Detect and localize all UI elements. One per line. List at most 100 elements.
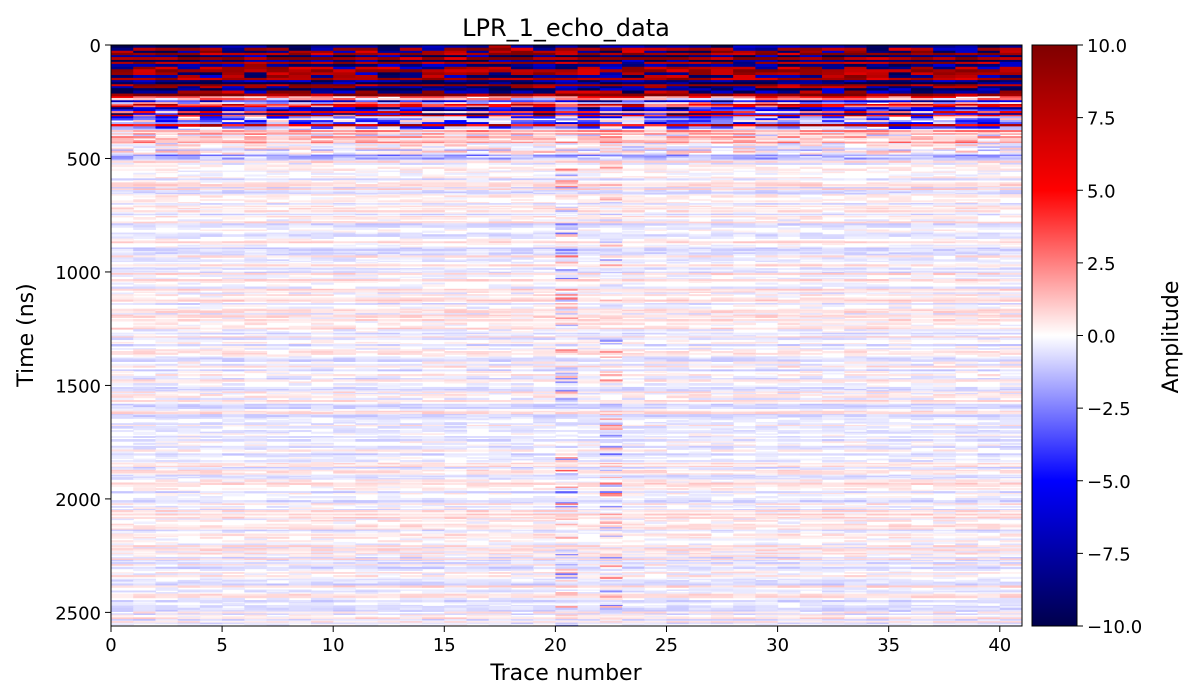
heatmap-cell — [910, 177, 934, 179]
heatmap-cell — [577, 69, 601, 73]
heatmap-cell — [977, 124, 1001, 127]
heatmap-cell — [688, 260, 712, 263]
heatmap-cell — [266, 184, 290, 187]
heatmap-cell — [377, 57, 401, 61]
heatmap-cell — [710, 248, 734, 252]
heatmap-cell — [333, 277, 357, 280]
heatmap-cell — [355, 207, 379, 210]
heatmap-cell — [666, 244, 690, 247]
heatmap-cell — [866, 303, 890, 305]
heatmap-cell — [155, 299, 179, 302]
heatmap-cell — [244, 248, 268, 252]
heatmap-cell — [310, 107, 334, 110]
heatmap-cell — [555, 174, 579, 177]
heatmap-cell — [266, 80, 290, 83]
heatmap-cell — [222, 102, 245, 105]
heatmap-cell — [555, 160, 579, 164]
heatmap-cell — [622, 52, 645, 56]
heatmap-cell — [333, 143, 357, 145]
heatmap-cell — [399, 221, 423, 223]
heatmap-cell — [444, 270, 468, 273]
heatmap-cell — [822, 205, 845, 208]
heatmap-cell — [488, 57, 512, 61]
heatmap-cell — [377, 247, 401, 250]
heatmap-cell — [199, 288, 223, 291]
heatmap-cell — [733, 251, 756, 253]
heatmap-cell — [644, 154, 668, 157]
heatmap-cell — [933, 279, 956, 282]
heatmap-cell — [688, 80, 712, 83]
heatmap-cell — [199, 195, 223, 198]
heatmap-cell — [888, 150, 912, 154]
heatmap-cell — [555, 86, 579, 89]
heatmap-cell — [977, 118, 1001, 121]
heatmap-cell — [577, 222, 601, 224]
heatmap-cell — [977, 288, 1001, 291]
heatmap-cell — [333, 66, 357, 70]
heatmap-cell — [199, 159, 223, 162]
heatmap-cell — [288, 188, 312, 191]
heatmap-cell — [266, 88, 290, 91]
heatmap-cell — [355, 97, 379, 101]
heatmap-cell — [777, 268, 801, 270]
heatmap-cell — [866, 284, 890, 287]
heatmap-cell — [644, 84, 668, 87]
heatmap-cell — [199, 187, 223, 189]
heatmap-cell — [933, 225, 956, 228]
heatmap-cell — [644, 267, 668, 269]
heatmap-cell — [844, 252, 868, 255]
heatmap-cell — [888, 252, 912, 255]
heatmap-cell — [688, 271, 712, 274]
heatmap-cell — [422, 292, 445, 295]
heatmap-cell — [999, 122, 1022, 125]
heatmap-cell — [799, 152, 823, 155]
heatmap-cell — [933, 200, 956, 203]
heatmap-cell — [710, 270, 734, 273]
heatmap-cell — [977, 207, 1001, 210]
heatmap-cell — [555, 90, 579, 94]
heatmap-cell — [177, 176, 201, 178]
heatmap-cell — [533, 190, 556, 192]
heatmap-cell — [488, 152, 512, 155]
heatmap-cell — [644, 238, 668, 241]
heatmap-cell — [755, 66, 779, 70]
heatmap-cell — [510, 223, 534, 226]
heatmap-cell — [422, 248, 445, 252]
heatmap-cell — [577, 204, 601, 207]
heatmap-cell — [466, 168, 490, 172]
heatmap-cell — [399, 166, 423, 169]
heatmap-cell — [444, 109, 468, 112]
heatmap-cell — [310, 190, 334, 192]
heatmap-cell — [555, 295, 579, 298]
heatmap-cell — [622, 138, 645, 141]
heatmap-cell — [999, 223, 1022, 226]
heatmap-cell — [999, 207, 1022, 210]
heatmap-cell — [955, 103, 979, 106]
heatmap-cell — [755, 272, 779, 276]
heatmap-cell — [199, 205, 223, 208]
heatmap-cell — [222, 299, 245, 302]
heatmap-cell — [310, 160, 334, 164]
heatmap-cell — [222, 251, 245, 253]
heatmap-cell — [288, 75, 312, 79]
heatmap-cell — [444, 259, 468, 262]
heatmap-cell — [555, 154, 579, 157]
heatmap-cell — [444, 80, 468, 83]
heatmap-cell — [444, 182, 468, 185]
heatmap-cell — [999, 184, 1022, 187]
heatmap-cell — [533, 126, 556, 130]
heatmap-cell — [199, 86, 223, 89]
heatmap-cell — [955, 232, 979, 235]
heatmap-cell — [288, 266, 312, 268]
heatmap-cell — [177, 170, 201, 173]
heatmap-cell — [577, 114, 601, 117]
heatmap-cell — [622, 301, 645, 304]
heatmap-cell — [422, 182, 445, 185]
heatmap-cell — [288, 147, 312, 150]
heatmap-cell — [488, 50, 512, 54]
heatmap-cell — [355, 171, 379, 174]
heatmap-cell — [622, 299, 645, 302]
heatmap-cell — [422, 102, 445, 105]
heatmap-cell — [733, 178, 756, 181]
heatmap-cell — [799, 246, 823, 248]
